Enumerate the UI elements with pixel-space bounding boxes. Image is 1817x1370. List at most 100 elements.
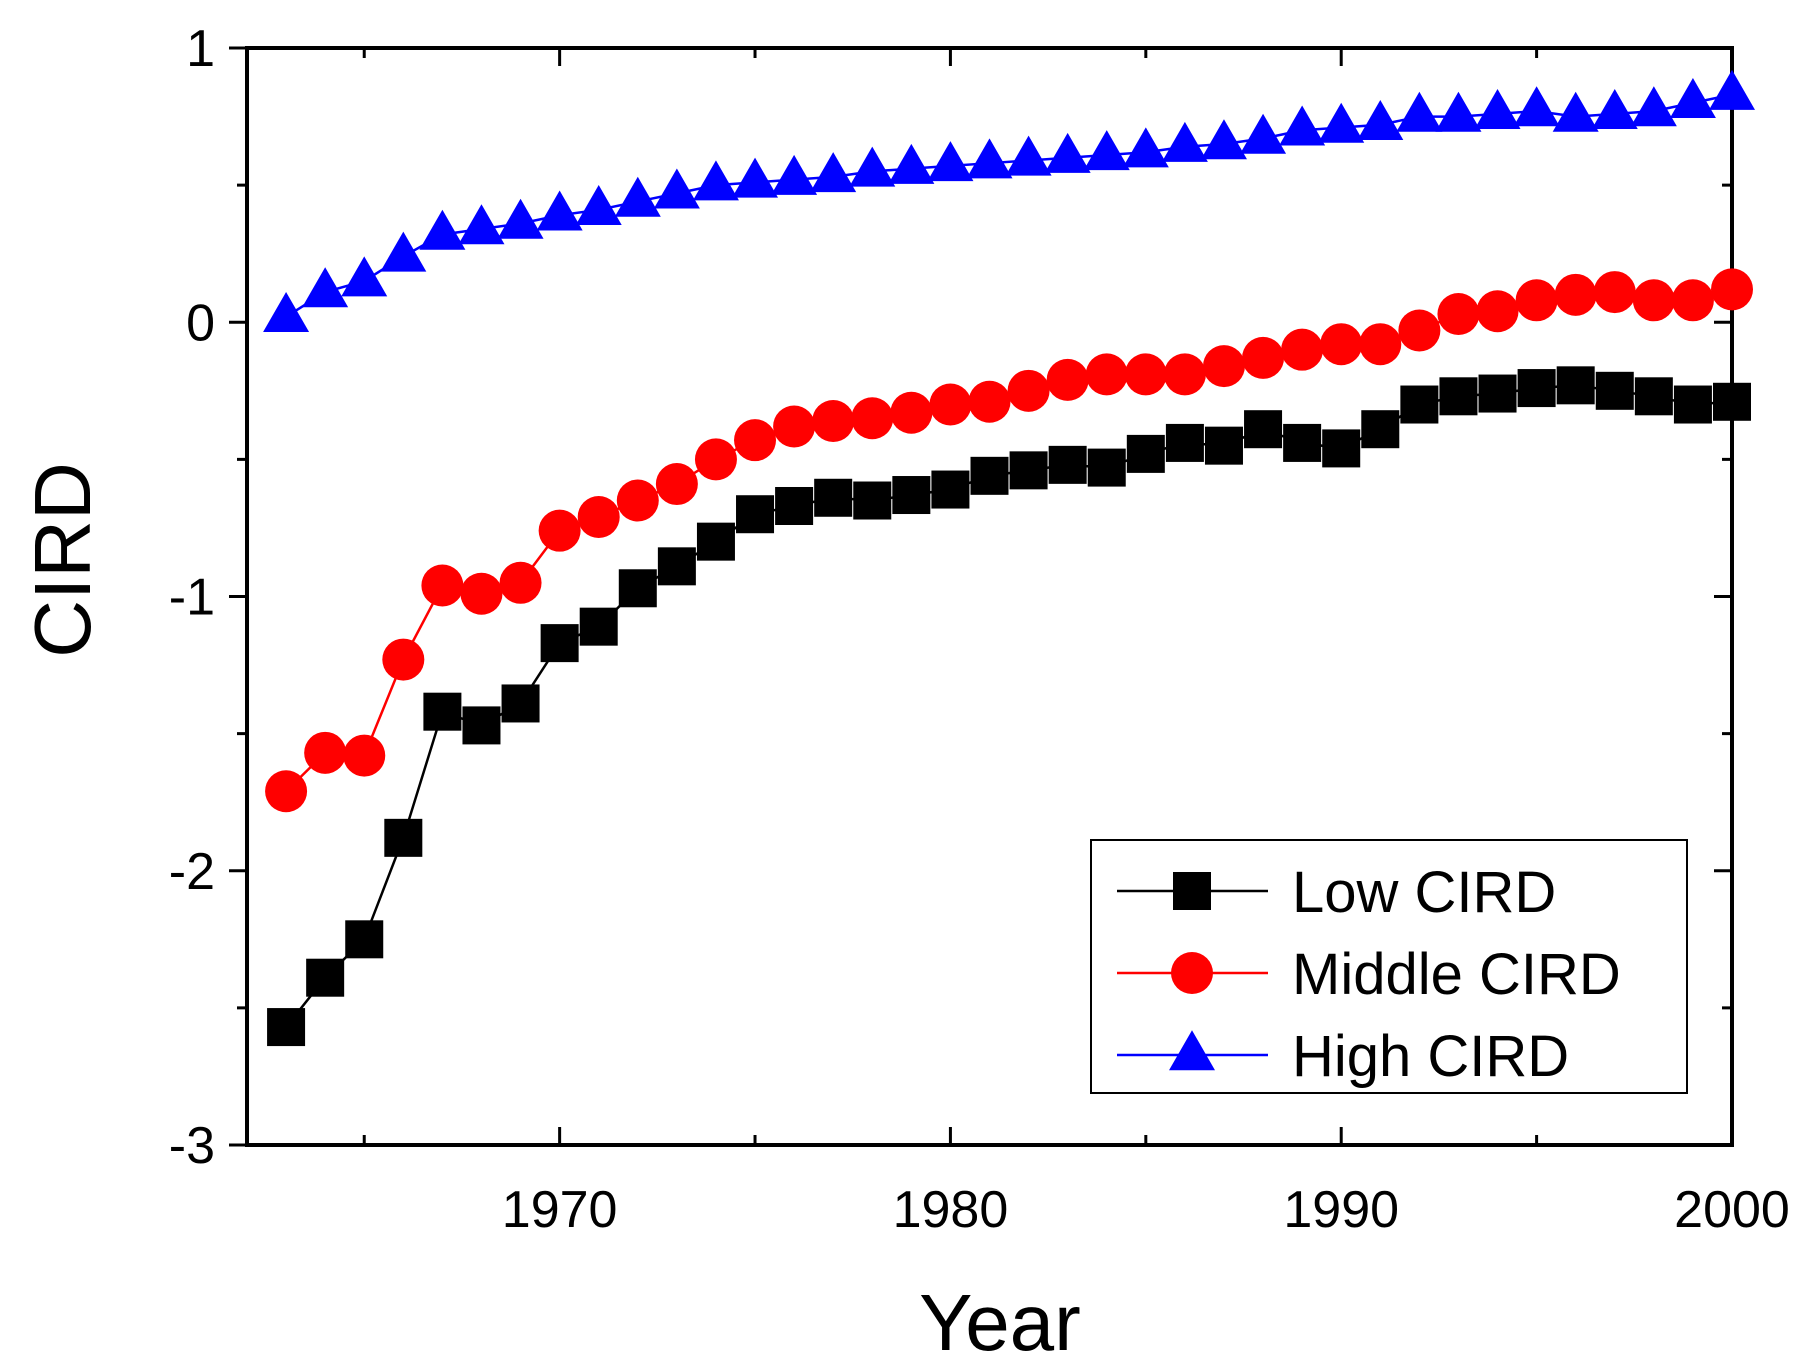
data-point bbox=[1632, 279, 1675, 322]
data-point bbox=[1046, 358, 1089, 401]
data-point bbox=[1085, 353, 1128, 396]
data-point bbox=[890, 391, 933, 434]
data-point bbox=[460, 572, 503, 615]
data-point bbox=[501, 684, 540, 723]
data-point bbox=[302, 267, 349, 308]
data-point bbox=[1005, 135, 1052, 176]
data-point bbox=[1044, 132, 1091, 173]
data-point bbox=[653, 168, 700, 209]
data-point bbox=[1713, 382, 1751, 421]
data-point bbox=[929, 383, 972, 426]
legend-entry: High CIRD bbox=[1117, 1024, 1569, 1089]
y-tick-label: -1 bbox=[169, 569, 215, 627]
data-point bbox=[1634, 377, 1673, 416]
ticks bbox=[229, 46, 1734, 1147]
tick-labels: 1970 1980 1990 2000 1 0 -1 -2 -3 bbox=[169, 20, 1790, 1239]
data-point bbox=[265, 770, 308, 813]
data-point bbox=[696, 522, 735, 561]
data-point bbox=[1242, 336, 1285, 379]
data-point bbox=[692, 160, 739, 201]
data-point bbox=[1244, 410, 1283, 449]
series-square bbox=[267, 366, 1751, 1047]
data-point bbox=[853, 481, 892, 520]
data-point bbox=[1556, 366, 1595, 405]
data-point bbox=[771, 154, 818, 195]
legend-marker bbox=[1173, 872, 1211, 910]
data-point bbox=[1474, 89, 1521, 130]
x-tick-label: 1970 bbox=[502, 1181, 618, 1239]
data-point bbox=[1476, 290, 1519, 333]
legend-entry: Middle CIRD bbox=[1117, 942, 1621, 1007]
series-triangle bbox=[263, 69, 1755, 332]
data-point bbox=[575, 185, 622, 226]
data-point bbox=[1554, 273, 1597, 316]
data-point bbox=[1669, 78, 1716, 119]
data-point bbox=[1163, 353, 1206, 396]
x-tick-label: 2000 bbox=[1674, 1181, 1790, 1239]
data-point bbox=[1437, 293, 1480, 336]
data-point bbox=[931, 470, 970, 509]
data-point bbox=[1202, 345, 1245, 388]
data-point bbox=[1322, 429, 1361, 468]
data-point bbox=[263, 291, 310, 332]
data-point bbox=[814, 478, 853, 517]
y-tick-label: 0 bbox=[186, 294, 215, 352]
data-point bbox=[304, 731, 347, 774]
x-axis-label: Year bbox=[919, 1278, 1081, 1367]
data-point bbox=[734, 419, 777, 462]
data-point bbox=[1283, 423, 1322, 462]
data-point bbox=[1439, 377, 1478, 416]
data-point bbox=[345, 920, 384, 959]
data-point bbox=[1591, 89, 1638, 130]
data-point bbox=[267, 1008, 306, 1047]
legend: Low CIRD Middle CIRD High CIRD bbox=[1090, 839, 1688, 1094]
legend-marker bbox=[1171, 952, 1213, 994]
data-point bbox=[1359, 323, 1402, 366]
data-point bbox=[1087, 448, 1126, 487]
data-point bbox=[577, 495, 620, 538]
data-point bbox=[1318, 102, 1365, 143]
data-point bbox=[1357, 99, 1404, 140]
data-point bbox=[655, 463, 698, 506]
data-point bbox=[341, 256, 388, 297]
data-point bbox=[1400, 385, 1439, 424]
data-point bbox=[616, 479, 659, 522]
data-point bbox=[1552, 91, 1599, 132]
data-point bbox=[849, 146, 896, 187]
data-point bbox=[1435, 91, 1482, 132]
data-point bbox=[1709, 69, 1755, 110]
data-point bbox=[540, 624, 579, 663]
data-point bbox=[421, 564, 464, 607]
data-point bbox=[1630, 86, 1677, 127]
x-tick-label: 1980 bbox=[893, 1181, 1009, 1239]
data-point bbox=[1398, 309, 1441, 352]
legend-label: High CIRD bbox=[1292, 1024, 1569, 1089]
data-point bbox=[1048, 445, 1087, 484]
data-point bbox=[497, 198, 544, 239]
data-point bbox=[1279, 105, 1326, 146]
data-point bbox=[1515, 279, 1558, 322]
data-point bbox=[1673, 385, 1712, 424]
data-point bbox=[579, 607, 618, 646]
data-point bbox=[1122, 127, 1169, 168]
data-point bbox=[1513, 86, 1560, 127]
legend-marker bbox=[1169, 1030, 1215, 1071]
data-point bbox=[1711, 268, 1753, 311]
data-point bbox=[1593, 271, 1636, 314]
data-point bbox=[968, 380, 1011, 423]
data-point bbox=[1083, 130, 1130, 171]
data-point bbox=[773, 405, 816, 448]
data-point bbox=[1165, 423, 1204, 462]
data-point bbox=[1007, 369, 1050, 412]
data-point bbox=[343, 734, 386, 777]
data-point bbox=[458, 204, 505, 245]
data-point bbox=[1361, 410, 1400, 449]
data-point bbox=[810, 152, 857, 193]
y-tick-label: -2 bbox=[169, 843, 215, 901]
data-point bbox=[888, 143, 935, 184]
legend-entry: Low CIRD bbox=[1117, 860, 1556, 925]
data-point bbox=[966, 138, 1013, 179]
data-point bbox=[1320, 323, 1363, 366]
data-point bbox=[1671, 279, 1714, 322]
